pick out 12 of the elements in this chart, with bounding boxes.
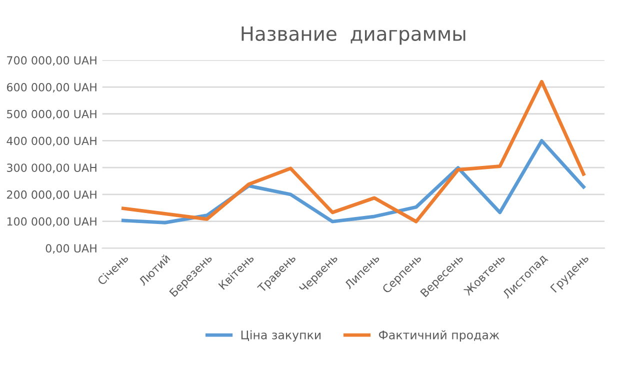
y-tick-label: 300 000,00 UAH [7, 164, 96, 174]
line-series [121, 80, 586, 224]
legend-label: Фактичний продаж [378, 330, 500, 342]
y-tick-label: 0,00 UAH [46, 244, 96, 254]
y-tick-label: 600 000,00 UAH [6, 82, 96, 93]
y-tick-label: 400 000,00 UAH [6, 136, 96, 146]
y-tick-label: 200 000,00 UAH [7, 190, 96, 200]
chart-title: Название диаграммы [242, 26, 466, 45]
y-tick-label: 100 000,00 UAH [7, 217, 96, 227]
y-tick-label: 500 000,00 UAH [7, 110, 96, 120]
legend-label: Ціна закупки [241, 330, 321, 342]
y-tick-label: 700 000,00 UAH [7, 56, 96, 66]
